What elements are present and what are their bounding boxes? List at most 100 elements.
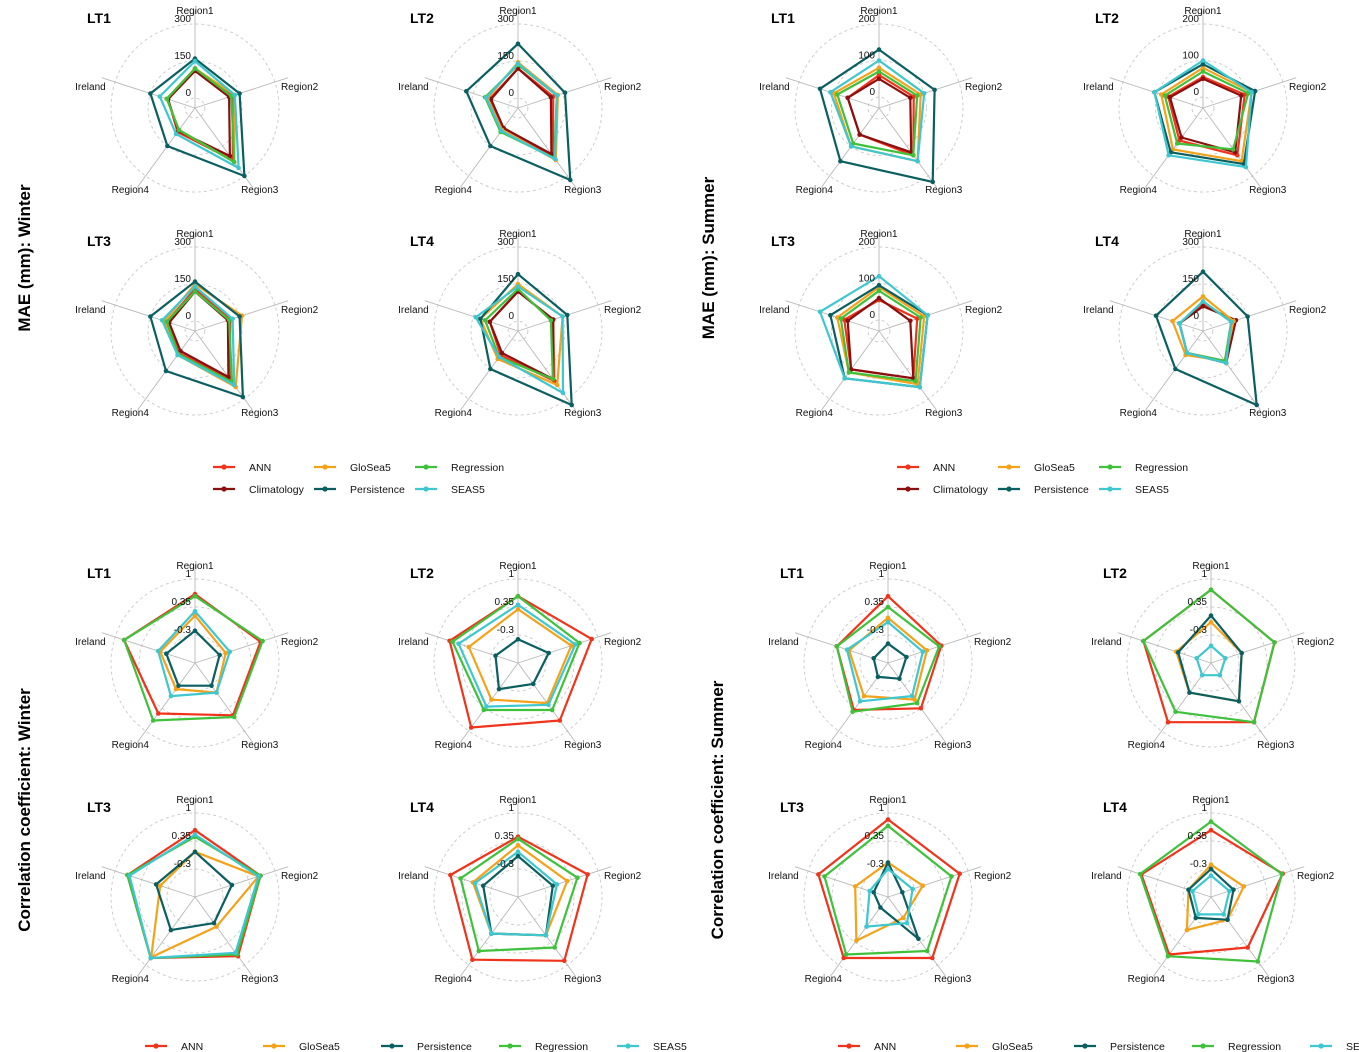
data-point-persistence bbox=[1173, 366, 1178, 372]
tick-label: 1 bbox=[878, 569, 884, 580]
axis-spoke bbox=[517, 866, 612, 898]
data-point-seas5 bbox=[573, 642, 578, 647]
series-line-glosea5 bbox=[1175, 620, 1243, 703]
axis-label-region2: Region2 bbox=[604, 82, 642, 93]
data-point-seas5 bbox=[1190, 888, 1195, 894]
grid-circle bbox=[433, 246, 603, 416]
tick-label: -0.3 bbox=[1190, 625, 1208, 636]
axis-label-region2: Region2 bbox=[604, 871, 642, 882]
axis-label-region1: Region1 bbox=[869, 795, 907, 806]
tick-label: 0 bbox=[508, 88, 514, 99]
data-point-seas5 bbox=[1177, 321, 1182, 326]
data-point-persistence bbox=[546, 650, 551, 656]
data-point-glosea5 bbox=[861, 693, 867, 699]
axis-label-region1: Region1 bbox=[499, 561, 537, 572]
panel-title: LT1 bbox=[780, 565, 804, 581]
axis-label-region1: Region1 bbox=[176, 561, 214, 572]
series-line-seas5 bbox=[158, 59, 240, 170]
axis-label-region2: Region2 bbox=[1297, 637, 1335, 648]
legend-label-regression: Regression bbox=[1228, 1041, 1281, 1052]
data-point-seas5 bbox=[1221, 912, 1226, 917]
tick-label: 1 bbox=[185, 569, 191, 580]
axis-label-region3: Region3 bbox=[241, 185, 279, 196]
data-point-persistence bbox=[229, 882, 235, 888]
axis-label-region3: Region3 bbox=[564, 408, 602, 419]
data-point-glosea5 bbox=[854, 938, 859, 943]
legend-marker bbox=[1082, 1043, 1088, 1049]
axis-label-region1: Region1 bbox=[860, 229, 898, 240]
axis-label-ireland: Ireland bbox=[398, 305, 429, 316]
axis-label-region4: Region4 bbox=[1120, 185, 1158, 196]
grid-circle bbox=[184, 97, 206, 119]
axis-label-region4: Region4 bbox=[1120, 408, 1158, 419]
axis-label-ireland: Ireland bbox=[768, 637, 799, 648]
axis-spoke bbox=[194, 632, 289, 664]
axis-label-ireland: Ireland bbox=[75, 871, 106, 882]
series-line-regression bbox=[451, 595, 581, 712]
data-point-ann bbox=[557, 718, 563, 723]
data-point-glosea5 bbox=[1159, 92, 1164, 97]
axis-label-ireland: Ireland bbox=[768, 871, 799, 882]
data-point-glosea5 bbox=[924, 648, 930, 653]
data-point-seas5 bbox=[917, 384, 923, 390]
axis-label-ireland: Ireland bbox=[759, 82, 790, 93]
axis-label-region4: Region4 bbox=[435, 740, 473, 751]
data-point-ann bbox=[957, 871, 962, 876]
data-point-persistence bbox=[515, 41, 521, 47]
data-point-seas5 bbox=[515, 61, 521, 66]
data-point-persistence bbox=[550, 883, 556, 888]
series-line-seas5 bbox=[457, 603, 577, 708]
data-point-regression bbox=[164, 319, 170, 325]
data-point-regression bbox=[482, 318, 488, 323]
grid-circle bbox=[433, 812, 603, 982]
data-point-glosea5 bbox=[1200, 294, 1206, 299]
data-point-climatology bbox=[845, 95, 850, 101]
legend-label-glosea5: GloSea5 bbox=[1034, 462, 1075, 474]
data-point-glosea5 bbox=[173, 686, 179, 692]
axis-spoke bbox=[194, 896, 253, 977]
series-line-persistence bbox=[1177, 614, 1243, 703]
data-point-persistence bbox=[163, 368, 169, 374]
legend-marker bbox=[423, 486, 429, 492]
data-point-persistence bbox=[192, 628, 198, 633]
axis-label-region4: Region4 bbox=[435, 974, 473, 985]
axis-label-ireland: Ireland bbox=[75, 82, 106, 93]
grid-circle bbox=[110, 578, 280, 748]
data-point-glosea5 bbox=[1241, 884, 1247, 889]
data-point-climatology bbox=[1179, 135, 1184, 140]
axis-label-region2: Region2 bbox=[1297, 871, 1335, 882]
axis-label-region4: Region4 bbox=[435, 408, 473, 419]
grid-circle bbox=[803, 812, 973, 982]
axis-label-ireland: Ireland bbox=[75, 637, 106, 648]
data-point-persistence bbox=[904, 654, 909, 660]
axis-spoke bbox=[194, 866, 289, 898]
data-point-persistence bbox=[148, 91, 153, 96]
tick-label: 0 bbox=[185, 311, 191, 322]
data-point-seas5 bbox=[173, 131, 179, 137]
data-point-seas5 bbox=[484, 704, 489, 709]
series-line-persistence bbox=[165, 629, 221, 687]
data-point-persistence bbox=[240, 394, 246, 400]
series-line-seas5 bbox=[1195, 644, 1227, 677]
legend-label-glosea5: GloSea5 bbox=[992, 1041, 1033, 1052]
data-point-seas5 bbox=[473, 315, 479, 320]
data-point-persistence bbox=[1193, 915, 1199, 921]
data-point-regression bbox=[260, 638, 265, 644]
tick-label: 0 bbox=[869, 87, 875, 98]
data-point-seas5 bbox=[1223, 656, 1228, 661]
legend-marker bbox=[964, 1043, 970, 1049]
series-line-glosea5 bbox=[159, 614, 227, 694]
data-point-seas5 bbox=[864, 924, 869, 929]
data-point-glosea5 bbox=[1184, 927, 1190, 933]
data-point-persistence bbox=[164, 651, 169, 656]
data-point-seas5 bbox=[876, 273, 882, 279]
axis-spoke bbox=[194, 662, 253, 743]
axis-spoke bbox=[460, 896, 519, 977]
series-line-ann bbox=[817, 818, 961, 960]
tick-label: 0.35 bbox=[1188, 831, 1208, 842]
data-point-glosea5 bbox=[885, 615, 891, 621]
grid-circle bbox=[859, 634, 917, 692]
data-point-glosea5 bbox=[876, 65, 882, 71]
tick-label: 0.35 bbox=[865, 597, 885, 608]
data-point-glosea5 bbox=[214, 924, 219, 929]
